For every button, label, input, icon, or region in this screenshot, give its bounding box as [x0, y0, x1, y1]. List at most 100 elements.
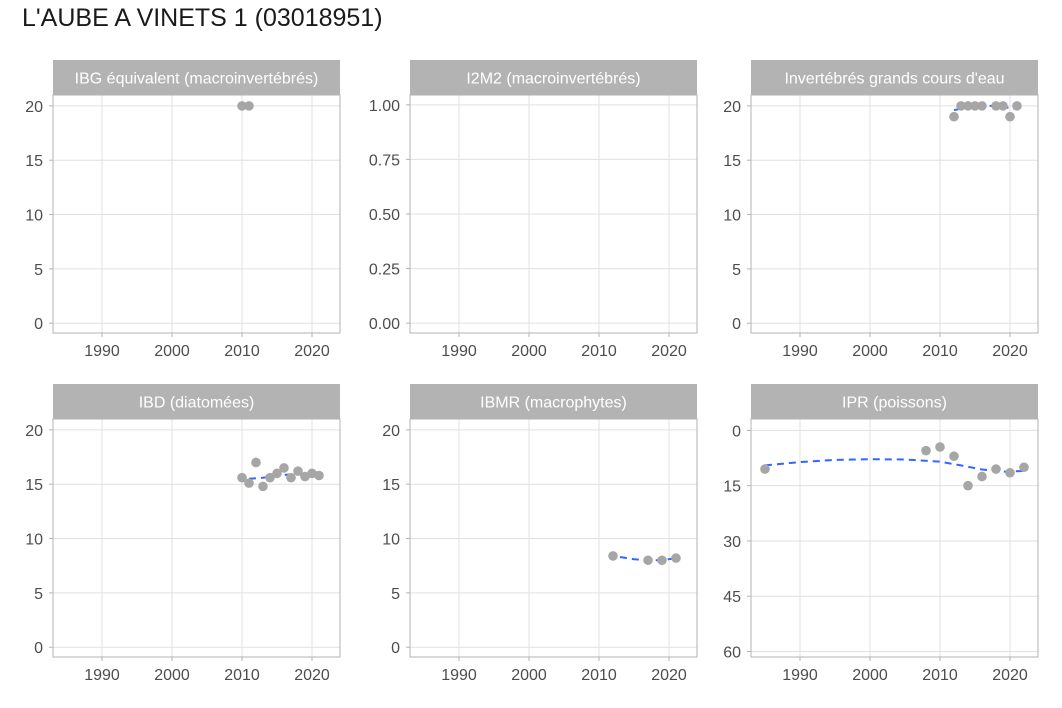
x-tick-label: 2000 — [852, 343, 888, 360]
y-tick-label: 15 — [723, 153, 741, 170]
x-tick-label: 2020 — [294, 343, 330, 360]
panel-strip — [53, 60, 340, 95]
panel-strip — [53, 384, 340, 419]
page-title: L'AUBE A VINETS 1 (03018951) — [22, 4, 383, 32]
plot-area — [410, 419, 697, 657]
y-tick-label: 20 — [723, 99, 741, 116]
x-tick-label: 1990 — [84, 667, 120, 684]
y-tick-label: 0 — [391, 640, 400, 657]
y-tick-label: 0 — [732, 316, 741, 333]
y-tick-label: 10 — [382, 532, 400, 549]
panel-strip-label: IPR (poissons) — [842, 395, 947, 412]
data-point — [314, 470, 324, 481]
plot-area — [53, 95, 340, 333]
panel-2: I2M2 (macroinvertébrés) 0.00 0.25 0.50 0.75 1… — [369, 60, 698, 360]
y-tick-label: 30 — [723, 534, 741, 551]
panel-strip — [410, 60, 697, 95]
panel-border — [409, 418, 698, 658]
y-tick-label: 0.75 — [369, 152, 400, 169]
y-tick-label: 0.00 — [369, 316, 400, 333]
panel-border — [52, 418, 341, 658]
x-tick-label: 2000 — [511, 343, 547, 360]
x-tick-label: 2010 — [922, 667, 958, 684]
data-point — [921, 445, 931, 456]
panel-border — [750, 94, 1039, 334]
data-point — [244, 478, 254, 488]
y-tick-label: 0 — [34, 316, 43, 333]
x-tick-label: 1990 — [441, 343, 477, 360]
data-point — [244, 101, 254, 111]
x-tick-label: 2020 — [992, 667, 1028, 684]
data-point — [1012, 101, 1022, 111]
y-tick-label: 20 — [25, 99, 43, 116]
y-tick-label: 0.50 — [369, 207, 400, 224]
x-tick-label: 2010 — [581, 667, 617, 684]
data-point — [1005, 467, 1015, 478]
x-tick-label: 2000 — [154, 343, 190, 360]
y-tick-label: 10 — [25, 208, 43, 225]
panel-strip-label: IBD (diatomées) — [139, 395, 255, 412]
data-point — [991, 101, 1001, 111]
data-point — [272, 468, 282, 479]
data-point — [671, 553, 681, 563]
data-point — [1019, 462, 1029, 473]
x-tick-label: 2020 — [992, 343, 1028, 360]
x-tick-label: 1990 — [84, 343, 120, 360]
y-tick-label: 20 — [382, 423, 400, 440]
y-tick-label: 15 — [382, 477, 400, 494]
data-point — [977, 471, 987, 482]
data-point — [935, 442, 945, 452]
data-point — [977, 101, 987, 111]
y-tick-label: 15 — [723, 479, 741, 496]
panel-5: IBMR (macrophytes) 0 5 10 15 20 1990 2000 2010 20… — [382, 384, 698, 684]
panel-strip-label: I2M2 (macroinvertébrés) — [466, 71, 640, 88]
data-point — [643, 555, 653, 566]
x-tick-label: 1990 — [441, 667, 477, 684]
x-tick-label: 1990 — [782, 667, 818, 684]
data-point — [956, 101, 966, 111]
x-tick-label: 2000 — [511, 667, 547, 684]
panel-border — [409, 94, 698, 334]
y-tick-label: 1.00 — [369, 98, 400, 115]
x-tick-label: 2010 — [581, 343, 617, 360]
data-point — [286, 472, 296, 483]
y-tick-label: 5 — [34, 586, 43, 603]
x-tick-label: 2010 — [922, 343, 958, 360]
x-tick-label: 2010 — [224, 667, 260, 684]
x-tick-label: 2000 — [154, 667, 190, 684]
panel-6: IPR (poissons) 0 15 30 45 60 1990 2000 2010 2020 — [723, 384, 1039, 684]
plot-area — [751, 95, 1038, 333]
panel-border — [52, 94, 341, 334]
data-point — [949, 111, 959, 122]
y-tick-label: 5 — [34, 262, 43, 279]
y-tick-label: 0 — [34, 640, 43, 657]
data-point — [237, 101, 247, 111]
panel-border — [750, 418, 1039, 658]
y-tick-label: 0.25 — [369, 262, 400, 279]
y-tick-label: 10 — [25, 532, 43, 549]
x-tick-label: 2000 — [852, 667, 888, 684]
panel-strip — [751, 384, 1038, 419]
x-tick-label: 2020 — [294, 667, 330, 684]
data-point — [279, 463, 289, 473]
y-tick-label: 15 — [25, 153, 43, 170]
y-tick-label: 45 — [723, 589, 741, 606]
panel-strip — [410, 384, 697, 419]
data-point — [949, 451, 959, 462]
panel-strip-label: IBMR (macrophytes) — [480, 395, 627, 412]
data-point — [657, 555, 667, 566]
x-tick-label: 2010 — [224, 343, 260, 360]
data-point — [293, 466, 303, 476]
y-tick-label: 0 — [732, 423, 741, 440]
panel-strip-label: IBG équivalent (macroinvertébrés) — [75, 71, 319, 88]
panel-strip-label: Invertébrés grands cours d'eau — [784, 71, 1004, 88]
data-point — [237, 472, 247, 483]
panel-1: IBG équivalent (macroinvertébrés) 0 5 10 15 2… — [25, 60, 341, 360]
y-tick-label: 5 — [391, 586, 400, 603]
panel-strip — [751, 60, 1038, 95]
data-point — [1005, 111, 1015, 122]
y-tick-label: 10 — [723, 208, 741, 225]
panel-3: Invertébrés grands cours d'eau 0 5 10 15 20 19… — [723, 60, 1039, 360]
x-tick-label: 1990 — [782, 343, 818, 360]
